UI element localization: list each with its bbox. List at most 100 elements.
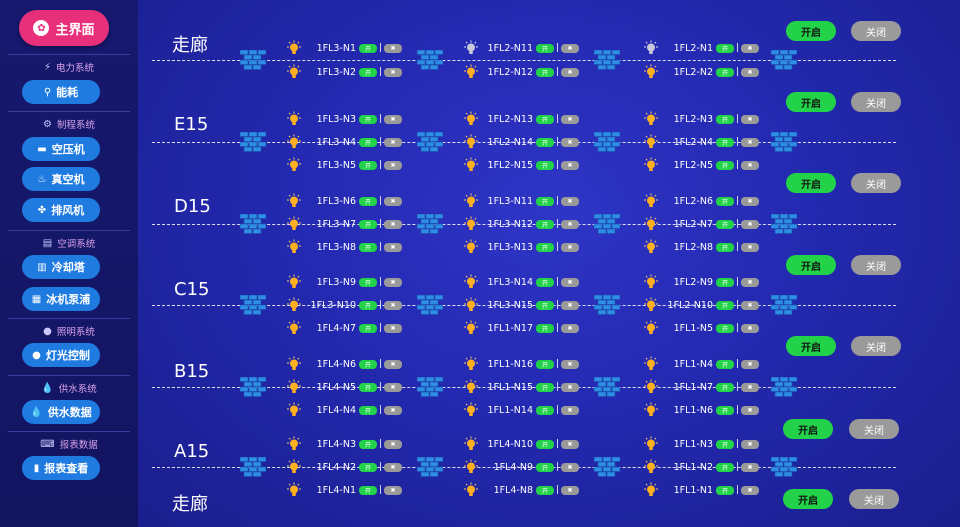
lamp-on-toggle[interactable]: 开: [359, 462, 377, 472]
lamp-off-toggle[interactable]: ✖: [384, 382, 403, 392]
lamp-off-toggle[interactable]: ✖: [384, 439, 403, 449]
close-button[interactable]: 关闭: [851, 336, 901, 356]
open-button[interactable]: 开启: [786, 336, 836, 356]
lamp-on-toggle[interactable]: 开: [716, 359, 734, 369]
lamp-on-toggle[interactable]: 开: [716, 485, 734, 495]
sidebar-button-2-3[interactable]: ✤ 排风机: [22, 198, 100, 222]
sidebar-button-4-1[interactable]: ● 灯光控制: [22, 343, 100, 367]
lamp-on-toggle[interactable]: 开: [359, 323, 377, 333]
lamp-on-toggle[interactable]: 开: [536, 43, 554, 53]
open-button[interactable]: 开启: [786, 92, 836, 112]
lamp-on-toggle[interactable]: 开: [716, 439, 734, 449]
lamp-on-toggle[interactable]: 开: [716, 137, 734, 147]
lamp-on-toggle[interactable]: 开: [536, 114, 554, 124]
lamp-off-toggle[interactable]: ✖: [741, 323, 760, 333]
sidebar-button-3-2[interactable]: ▦ 冰机泵浦: [22, 287, 100, 311]
lamp-on-toggle[interactable]: 开: [359, 219, 377, 229]
close-button[interactable]: 关闭: [851, 92, 901, 112]
lamp-off-toggle[interactable]: ✖: [561, 43, 580, 53]
lamp-off-toggle[interactable]: ✖: [561, 359, 580, 369]
lamp-on-toggle[interactable]: 开: [359, 439, 377, 449]
lamp-on-toggle[interactable]: 开: [536, 196, 554, 206]
lamp-on-toggle[interactable]: 开: [536, 323, 554, 333]
lamp-on-toggle[interactable]: 开: [359, 242, 377, 252]
lamp-off-toggle[interactable]: ✖: [741, 137, 760, 147]
lamp-off-toggle[interactable]: ✖: [741, 67, 760, 77]
lamp-on-toggle[interactable]: 开: [359, 160, 377, 170]
lamp-off-toggle[interactable]: ✖: [741, 219, 760, 229]
lamp-off-toggle[interactable]: ✖: [741, 462, 760, 472]
lamp-off-toggle[interactable]: ✖: [384, 323, 403, 333]
lamp-on-toggle[interactable]: 开: [536, 382, 554, 392]
lamp-on-toggle[interactable]: 开: [536, 462, 554, 472]
sidebar-button-5-1[interactable]: 💧 供水数据: [22, 400, 100, 424]
lamp-off-toggle[interactable]: ✖: [384, 242, 403, 252]
lamp-off-toggle[interactable]: ✖: [384, 300, 403, 310]
lamp-on-toggle[interactable]: 开: [716, 114, 734, 124]
sidebar-button-1-1[interactable]: ⚲ 能耗: [22, 80, 100, 104]
open-button[interactable]: 开启: [786, 173, 836, 193]
lamp-on-toggle[interactable]: 开: [359, 43, 377, 53]
lamp-off-toggle[interactable]: ✖: [741, 114, 760, 124]
lamp-off-toggle[interactable]: ✖: [741, 359, 760, 369]
lamp-off-toggle[interactable]: ✖: [561, 462, 580, 472]
lamp-on-toggle[interactable]: 开: [359, 277, 377, 287]
lamp-off-toggle[interactable]: ✖: [561, 405, 580, 415]
open-button[interactable]: 开启: [783, 489, 833, 509]
lamp-on-toggle[interactable]: 开: [716, 160, 734, 170]
lamp-off-toggle[interactable]: ✖: [561, 300, 580, 310]
open-button[interactable]: 开启: [783, 419, 833, 439]
open-button[interactable]: 开启: [786, 21, 836, 41]
lamp-on-toggle[interactable]: 开: [716, 382, 734, 392]
lamp-on-toggle[interactable]: 开: [536, 242, 554, 252]
lamp-on-toggle[interactable]: 开: [536, 439, 554, 449]
home-button[interactable]: ✿ 主界面: [19, 10, 109, 46]
lamp-on-toggle[interactable]: 开: [359, 196, 377, 206]
sidebar-button-6-1[interactable]: ▮ 报表查看: [22, 456, 100, 480]
lamp-on-toggle[interactable]: 开: [716, 43, 734, 53]
close-button[interactable]: 关闭: [849, 489, 899, 509]
sidebar-button-2-1[interactable]: ▬ 空压机: [22, 137, 100, 161]
lamp-on-toggle[interactable]: 开: [536, 137, 554, 147]
lamp-off-toggle[interactable]: ✖: [384, 277, 403, 287]
close-button[interactable]: 关闭: [851, 173, 901, 193]
lamp-on-toggle[interactable]: 开: [536, 300, 554, 310]
lamp-off-toggle[interactable]: ✖: [741, 439, 760, 449]
lamp-off-toggle[interactable]: ✖: [741, 160, 760, 170]
lamp-off-toggle[interactable]: ✖: [561, 114, 580, 124]
lamp-off-toggle[interactable]: ✖: [741, 277, 760, 287]
lamp-on-toggle[interactable]: 开: [536, 219, 554, 229]
lamp-off-toggle[interactable]: ✖: [561, 439, 580, 449]
lamp-on-toggle[interactable]: 开: [359, 382, 377, 392]
lamp-on-toggle[interactable]: 开: [359, 137, 377, 147]
lamp-on-toggle[interactable]: 开: [359, 405, 377, 415]
lamp-off-toggle[interactable]: ✖: [561, 277, 580, 287]
lamp-on-toggle[interactable]: 开: [359, 67, 377, 77]
lamp-on-toggle[interactable]: 开: [716, 323, 734, 333]
lamp-off-toggle[interactable]: ✖: [384, 114, 403, 124]
lamp-on-toggle[interactable]: 开: [716, 405, 734, 415]
lamp-on-toggle[interactable]: 开: [359, 359, 377, 369]
lamp-on-toggle[interactable]: 开: [359, 300, 377, 310]
lamp-off-toggle[interactable]: ✖: [384, 485, 403, 495]
lamp-on-toggle[interactable]: 开: [536, 160, 554, 170]
lamp-off-toggle[interactable]: ✖: [741, 43, 760, 53]
lamp-off-toggle[interactable]: ✖: [741, 196, 760, 206]
lamp-off-toggle[interactable]: ✖: [384, 405, 403, 415]
lamp-on-toggle[interactable]: 开: [536, 405, 554, 415]
lamp-off-toggle[interactable]: ✖: [741, 405, 760, 415]
lamp-on-toggle[interactable]: 开: [536, 67, 554, 77]
lamp-on-toggle[interactable]: 开: [359, 114, 377, 124]
lamp-off-toggle[interactable]: ✖: [561, 137, 580, 147]
lamp-off-toggle[interactable]: ✖: [561, 382, 580, 392]
lamp-off-toggle[interactable]: ✖: [741, 242, 760, 252]
lamp-off-toggle[interactable]: ✖: [384, 196, 403, 206]
lamp-on-toggle[interactable]: 开: [716, 196, 734, 206]
lamp-on-toggle[interactable]: 开: [536, 485, 554, 495]
lamp-on-toggle[interactable]: 开: [716, 462, 734, 472]
lamp-off-toggle[interactable]: ✖: [561, 219, 580, 229]
lamp-off-toggle[interactable]: ✖: [561, 67, 580, 77]
sidebar-button-3-1[interactable]: ▥ 冷却塔: [22, 255, 100, 279]
lamp-off-toggle[interactable]: ✖: [561, 242, 580, 252]
lamp-off-toggle[interactable]: ✖: [741, 300, 760, 310]
